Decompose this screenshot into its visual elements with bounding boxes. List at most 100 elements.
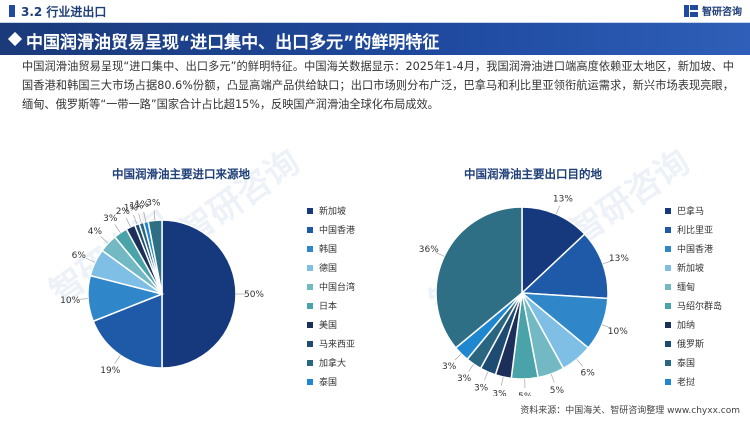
legend-label: 缅甸	[677, 283, 696, 293]
legend-item: 泰国	[665, 353, 722, 372]
slice-label: 3%	[103, 214, 118, 224]
slice-label: 6%	[581, 368, 596, 378]
import-chart-title: 中国润滑油主要进口来源地	[112, 167, 250, 181]
legend-swatch	[665, 340, 671, 347]
pie-slice	[435, 206, 523, 349]
legend-swatch	[665, 264, 671, 271]
section-text: 3.2 行业进出口	[21, 5, 107, 19]
legend-swatch	[307, 378, 313, 385]
leader-line	[125, 217, 131, 228]
legend-item: 德国	[307, 258, 355, 277]
slice-label: 5%	[550, 386, 565, 396]
legend-label: 马绍尔群岛	[677, 302, 723, 312]
legend-swatch	[307, 264, 313, 271]
legend-label: 巴拿马	[677, 207, 705, 217]
legend-swatch	[307, 207, 313, 214]
brand-name: 智研咨询	[702, 7, 742, 18]
slice-label: 19%	[100, 366, 120, 376]
leader-line	[500, 376, 504, 386]
pie-slice	[521, 206, 586, 295]
brand-logo: 智研咨询	[684, 3, 742, 18]
slice-label: 3%	[146, 198, 161, 208]
legend-item: 俄罗斯	[665, 334, 722, 353]
header-bar: 3.2 行业进出口 智研咨询	[0, 0, 750, 23]
legend-swatch	[307, 321, 313, 328]
leader-line	[454, 353, 462, 361]
legend-item: 中国台湾	[307, 277, 355, 296]
legend-item: 中国香港	[665, 239, 722, 258]
legend-swatch	[307, 302, 313, 309]
legend-label: 马来西亚	[319, 340, 356, 350]
leader-line	[153, 210, 156, 221]
legend-swatch	[665, 378, 671, 385]
legend-item: 巴拿马	[665, 201, 722, 220]
legend-label: 新加坡	[319, 207, 347, 217]
legend-swatch	[307, 359, 313, 366]
slice-label: 3%	[474, 384, 489, 394]
slice-label: 10%	[608, 327, 628, 337]
slice-label: 1%	[129, 202, 144, 212]
legend-label: 泰国	[319, 378, 338, 388]
legend-swatch	[307, 283, 313, 290]
export-chart-title: 中国润滑油主要出口目的地	[464, 167, 602, 181]
legend-label: 中国台湾	[319, 283, 356, 293]
legend-item: 加纳	[665, 315, 722, 334]
diamond-icon	[7, 31, 23, 47]
leader-line	[133, 214, 138, 225]
slice-label: 2%	[116, 207, 131, 217]
pie-slice	[520, 233, 609, 300]
slice-label: 1%	[135, 200, 150, 210]
source-note: 资料来源：中国海关、智研咨询整理 www.chyxx.com	[520, 406, 740, 416]
slice-label: 3%	[457, 374, 472, 384]
legend-label: 日本	[319, 302, 338, 312]
legend-label: 泰国	[677, 359, 696, 369]
legend-item: 日本	[307, 296, 355, 315]
leader-line	[550, 373, 555, 383]
export-pie-chart: 13%13%10%6%5%5%3%3%3%3%36%	[419, 194, 630, 396]
legend-swatch	[665, 359, 671, 366]
leader-line	[555, 205, 561, 215]
legend-item: 中国香港	[307, 220, 355, 239]
leader-line	[601, 324, 611, 329]
slice-label: 1%	[124, 203, 139, 213]
legend-label: 中国香港	[677, 245, 714, 255]
legend-item: 马来西亚	[307, 334, 355, 353]
legend-swatch	[665, 302, 671, 309]
legend-item: 利比里亚	[665, 220, 722, 239]
legend-label: 加拿大	[319, 359, 347, 369]
import-pie-chart: 50%19%10%6%4%3%2%1%1%1%3%	[60, 198, 264, 376]
slice-label: 13%	[553, 194, 573, 204]
summary-paragraph: 中国润滑油贸易呈现“进口集中、出口多元”的鲜明特征。中国海关数据显示：2025年…	[22, 60, 734, 111]
slice-label: 36%	[419, 245, 439, 255]
leader-line	[435, 252, 445, 257]
legend-swatch	[665, 283, 671, 290]
leader-line	[143, 211, 147, 222]
slice-label: 13%	[609, 254, 629, 264]
section-marker	[9, 5, 15, 17]
legend-swatch	[665, 245, 671, 252]
leader-line	[468, 363, 474, 372]
legend-label: 中国香港	[319, 226, 356, 236]
legend-item: 加拿大	[307, 353, 355, 372]
leader-line	[483, 371, 489, 381]
leader-line	[100, 236, 109, 244]
legend-swatch	[307, 226, 313, 233]
leader-line	[138, 213, 142, 224]
leader-line	[602, 260, 612, 265]
legend-label: 韩国	[319, 245, 338, 255]
title-banner: 中国润滑油贸易呈现“进口集中、出口多元”的鲜明特征	[0, 23, 750, 55]
leader-line	[114, 355, 121, 364]
slice-label: 50%	[244, 290, 264, 300]
pie-slice	[92, 292, 163, 369]
leader-line	[78, 298, 89, 300]
slice-label: 6%	[72, 251, 87, 261]
legend-swatch	[665, 207, 671, 214]
legend-label: 加纳	[677, 321, 696, 331]
legend-item: 新加坡	[665, 258, 722, 277]
legend-item: 马绍尔群岛	[665, 296, 722, 315]
import-legend: 新加坡 中国香港 韩国 德国 中国台湾 日本 美国 马来西亚 加拿大 泰国	[307, 201, 355, 391]
legend-swatch	[665, 321, 671, 328]
pie-slice	[161, 219, 237, 369]
slice-label: 3%	[492, 390, 507, 396]
legend-label: 俄罗斯	[677, 340, 705, 350]
